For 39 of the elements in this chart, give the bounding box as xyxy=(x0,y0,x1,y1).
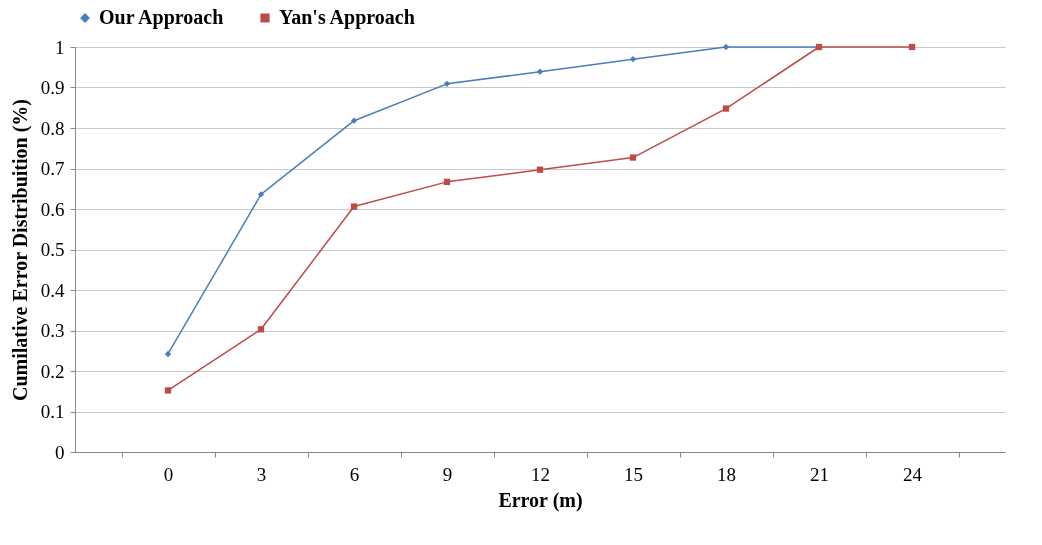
y-tick-label: 1 xyxy=(55,36,65,58)
point xyxy=(257,326,265,333)
point xyxy=(629,154,637,161)
point xyxy=(350,117,358,124)
x-tick-label: 24 xyxy=(903,463,923,485)
y-tick-label: 0.2 xyxy=(40,360,65,382)
legend-label: Yan's Approach xyxy=(279,6,415,29)
point xyxy=(257,191,265,198)
point xyxy=(722,105,730,112)
y-tick-label: 0.8 xyxy=(40,117,65,139)
y-axis-title: Cumilative Error Distribuition (%) xyxy=(8,98,32,402)
point xyxy=(443,178,451,186)
point xyxy=(536,166,544,173)
point xyxy=(536,68,544,75)
x-tick-label: 18 xyxy=(717,463,736,485)
y-tick-label: 0.5 xyxy=(40,239,65,260)
x-tick-label: 9 xyxy=(442,463,453,485)
point xyxy=(722,43,730,51)
y-tick-label: 0.1 xyxy=(40,401,65,422)
point xyxy=(629,55,637,63)
x-tick-label: 12 xyxy=(531,463,550,485)
y-tick-label: 0.4 xyxy=(40,279,65,301)
legend-label: Our Approach xyxy=(99,6,224,29)
x-axis-title: Error (m) xyxy=(498,488,583,512)
y-tick-label: 0.6 xyxy=(40,198,65,220)
x-tick-label: 3 xyxy=(256,463,267,485)
x-tick-label: 21 xyxy=(810,463,829,485)
point xyxy=(908,43,916,51)
y-tick-label: 0.3 xyxy=(40,320,65,341)
point xyxy=(350,203,358,210)
y-tick-label: 0.7 xyxy=(40,158,65,179)
point xyxy=(164,350,172,358)
y-tick-label: 0 xyxy=(55,441,65,463)
x-tick-label: 15 xyxy=(624,463,643,485)
point xyxy=(443,80,451,88)
x-tick-label: 0 xyxy=(163,463,174,485)
point xyxy=(164,387,172,394)
x-tick-label: 6 xyxy=(349,463,360,485)
y-tick-label: 0.9 xyxy=(40,77,65,98)
